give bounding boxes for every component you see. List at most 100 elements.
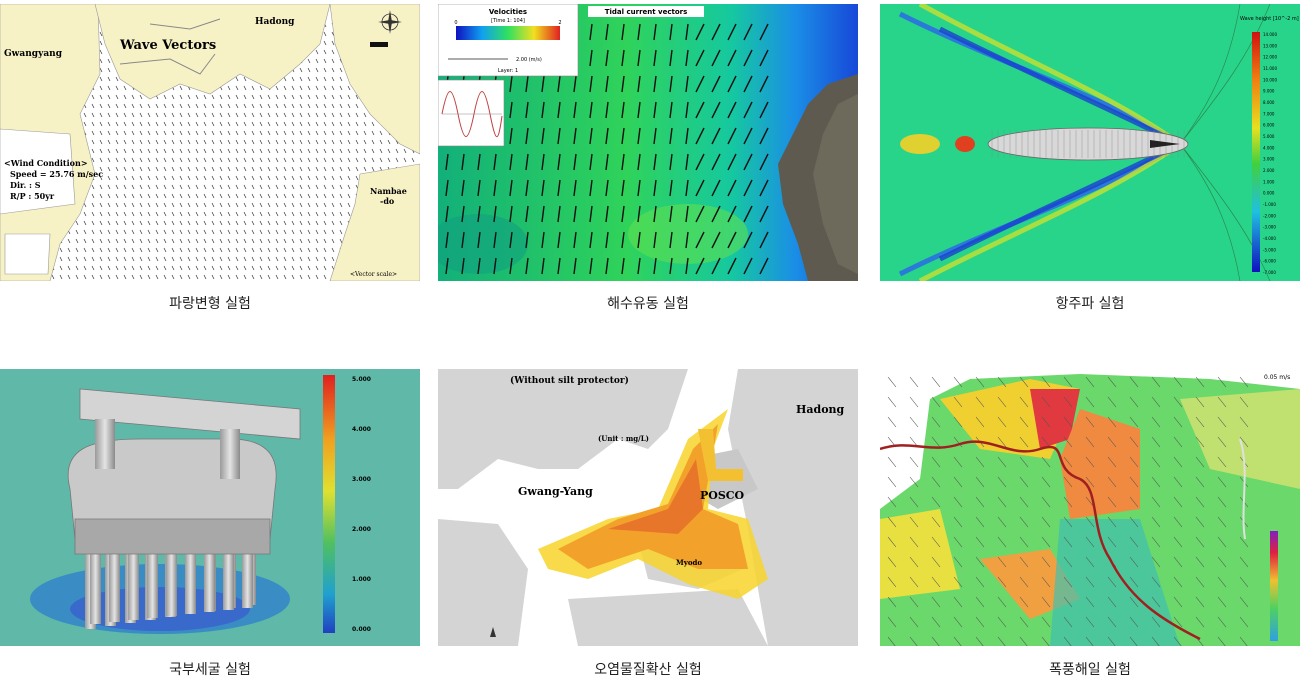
wave-vector (323, 202, 327, 208)
current-vector (637, 101, 641, 119)
current-vector (685, 153, 689, 171)
wave-vector (299, 112, 303, 118)
surge-vector (953, 416, 963, 428)
surge-vector (997, 416, 1007, 428)
wave-vector (195, 175, 199, 181)
wave-vector (187, 238, 191, 244)
current-vector (637, 205, 641, 223)
wave-vector (251, 238, 255, 244)
wave-vector (107, 148, 111, 154)
wave-vector (403, 157, 407, 163)
wave-vector (355, 148, 359, 154)
current-vector (477, 179, 481, 197)
wave-vector (83, 229, 87, 235)
wave-vector (267, 193, 271, 199)
wave-vector (291, 184, 295, 190)
place-label: Gwang-Yang (518, 485, 593, 498)
wave-vector (371, 130, 375, 136)
wave-vector (115, 220, 119, 226)
wave-vector (187, 112, 191, 118)
surge-vector (1063, 596, 1073, 608)
wave-vector (227, 148, 231, 154)
surge-vector (931, 436, 941, 448)
wave-vector (163, 184, 167, 190)
current-vector (573, 127, 577, 145)
colorbar-tick: -5.000 (1263, 247, 1276, 252)
wave-vector (235, 166, 239, 172)
wave-vector (83, 265, 87, 271)
surge-vector (887, 376, 897, 388)
surge-vector (975, 556, 985, 568)
current-vector (711, 153, 721, 171)
current-vector (621, 127, 625, 145)
wave-vector (379, 148, 383, 154)
current-vector (477, 257, 481, 275)
surge-vector (1151, 456, 1161, 468)
wave-vector (283, 157, 287, 163)
current-vector (621, 75, 625, 93)
wave-vector (75, 265, 79, 271)
current-vector (743, 257, 753, 275)
wave-vector (203, 94, 207, 100)
surge-vector (1129, 396, 1139, 408)
wave-vector (299, 238, 303, 244)
wave-vector (147, 229, 151, 235)
wave-vector (259, 211, 263, 217)
current-vector (589, 153, 593, 171)
wave-vector (219, 247, 223, 253)
wave-vector (107, 274, 111, 280)
wave-vector (259, 238, 263, 244)
surge-vector (1173, 436, 1183, 448)
current-vector (573, 75, 577, 93)
pollutant-panel: (Without silt protector) (Unit : mg/L) H… (438, 369, 858, 646)
wave-vector (179, 157, 183, 163)
wave-vector (259, 256, 263, 262)
wave-vector (299, 94, 303, 100)
wave-vector (355, 112, 359, 118)
current-vector (759, 101, 769, 119)
surge-vector (1019, 596, 1029, 608)
surge-vector (1041, 596, 1051, 608)
current-vector (669, 49, 673, 67)
wave-vector (51, 274, 55, 280)
surge-vector (1173, 456, 1183, 468)
wave-vector (235, 175, 239, 181)
wave-vector (219, 139, 223, 145)
wave-vector (115, 148, 119, 154)
wave-vector (139, 256, 143, 262)
wave-vector (267, 148, 271, 154)
wave-vector (203, 274, 207, 280)
wave-vector (131, 256, 135, 262)
wave-vector (211, 238, 215, 244)
pile (242, 554, 253, 608)
surge-vector (1239, 376, 1249, 388)
wave-vector (299, 202, 303, 208)
wave-vector (115, 112, 119, 118)
surge-vector (1217, 536, 1227, 548)
wave-vector (227, 121, 231, 127)
wave-vector (131, 112, 135, 118)
surge-vector (1151, 636, 1160, 646)
surge-vector (997, 396, 1007, 408)
surge-vector (953, 396, 963, 408)
wave-vector (339, 139, 343, 145)
current-vector (509, 179, 513, 197)
surge-vector (909, 456, 919, 468)
wave-vector (363, 166, 367, 172)
wave-vector (299, 103, 303, 109)
pile (223, 554, 234, 610)
wave-vector (267, 238, 271, 244)
current-vector (589, 75, 593, 93)
surge-vector (1195, 436, 1205, 448)
wave-vector (283, 184, 287, 190)
wave-vector (171, 247, 175, 253)
wave-vector (251, 265, 255, 271)
wave-vector (139, 229, 143, 235)
current-vector (685, 49, 689, 67)
scale-bar (370, 42, 388, 47)
wave-vector (323, 67, 327, 73)
wave-vector (187, 229, 191, 235)
wave-vector (131, 157, 135, 163)
wave-vector (251, 229, 255, 235)
wave-vector (203, 166, 207, 172)
